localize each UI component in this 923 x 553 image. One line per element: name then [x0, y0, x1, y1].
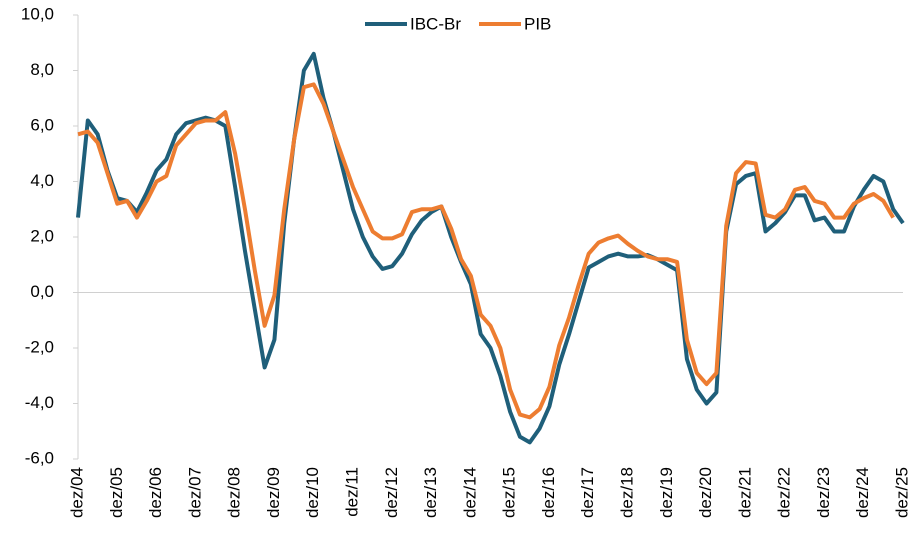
y-tick-label: 8,0: [30, 60, 54, 79]
x-tick-label: dez/10: [303, 467, 322, 518]
x-tick-label: dez/11: [342, 467, 361, 517]
series-line: [77, 82, 895, 420]
y-tick-label: 10,0: [21, 4, 54, 23]
x-tick-label: dez/17: [578, 467, 597, 518]
x-tick-label: dez/15: [500, 467, 519, 518]
x-tick-label: dez/12: [382, 467, 401, 518]
y-tick-label: 6,0: [30, 115, 54, 134]
x-tick-label: dez/24: [853, 467, 872, 518]
y-tick-label: -6,0: [25, 448, 54, 467]
y-tick-label: 4,0: [30, 171, 54, 190]
legend-label: PIB: [524, 14, 551, 33]
x-tick-label: dez/05: [107, 467, 126, 518]
x-tick-label: dez/14: [460, 467, 479, 518]
x-tick-label: dez/22: [775, 467, 794, 518]
y-tick-label: -2,0: [25, 337, 54, 356]
x-tick-label: dez/21: [735, 467, 754, 518]
x-tick-label: dez/25: [892, 467, 911, 518]
x-tick-label: dez/04: [67, 467, 86, 518]
y-tick-label: -4,0: [25, 393, 54, 412]
y-tick-label: 0,0: [30, 282, 54, 301]
x-tick-label: dez/23: [814, 467, 833, 518]
x-tick-label: dez/07: [185, 467, 204, 518]
x-tick-label: dez/13: [421, 467, 440, 518]
x-tick-label: dez/16: [539, 467, 558, 518]
legend-label: IBC-Br: [410, 14, 461, 33]
x-tick-label: dez/19: [657, 467, 676, 518]
x-tick-label: dez/18: [617, 467, 636, 518]
x-tick-label: dez/06: [146, 467, 165, 518]
series-line: [76, 51, 905, 445]
x-tick-label: dez/20: [696, 467, 715, 518]
x-tick-label: dez/09: [264, 467, 283, 518]
x-tick-label: dez/08: [225, 467, 244, 518]
y-tick-label: 2,0: [30, 226, 54, 245]
